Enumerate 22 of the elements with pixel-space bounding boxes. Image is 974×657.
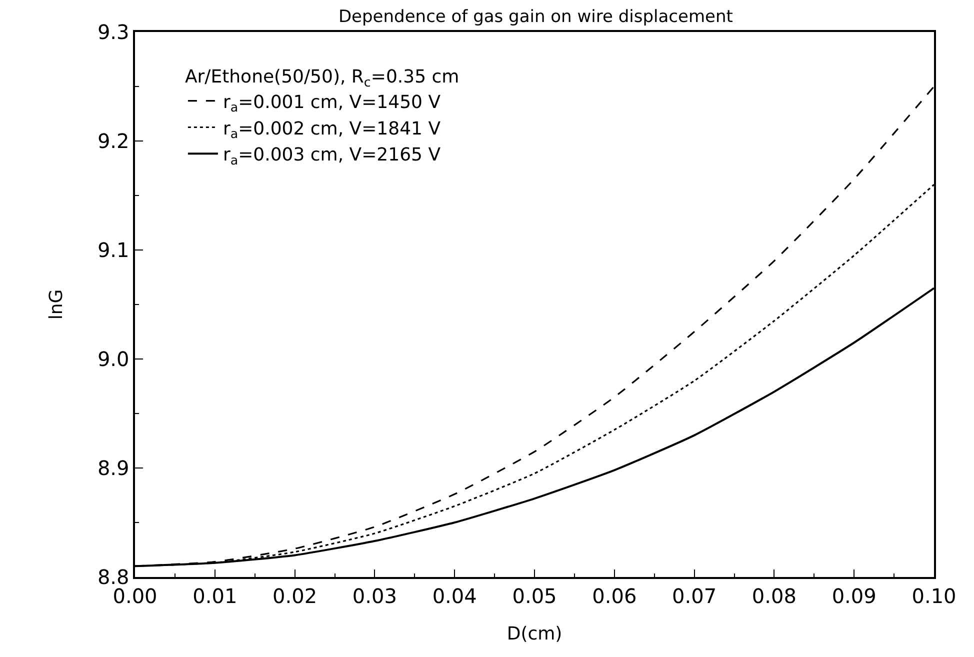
y-tick-label: 9.3	[97, 20, 130, 44]
x-tick-label: 0.10	[912, 584, 956, 608]
x-tick-label: 0.04	[432, 584, 477, 608]
x-tick-label: 0.03	[352, 584, 397, 608]
legend-label: r$_{a}$=0.001 cm, V=1450 V	[222, 92, 442, 115]
y-axis-title: lnG	[46, 289, 68, 320]
legend-label: r$_{a}$=0.003 cm, V=2165 V	[222, 144, 442, 168]
x-axis-title: D(cm)	[506, 623, 562, 644]
y-tick-label: 9.0	[97, 347, 130, 371]
x-tick-label: 0.05	[512, 584, 557, 608]
chart-title: Dependence of gas gain on wire displacement	[338, 6, 734, 27]
x-tick-label: 0.07	[672, 584, 717, 608]
x-tick-label: 0.06	[592, 584, 637, 608]
x-tick-label: 0.01	[192, 584, 238, 608]
y-tick-label: 9.1	[97, 238, 130, 262]
x-tick-label: 0.02	[272, 584, 318, 608]
y-tick-label: 9.2	[97, 129, 130, 153]
x-tick-label: 0.08	[752, 584, 796, 608]
x-tick-label: 0.09	[832, 584, 876, 608]
y-tick-label: 8.9	[97, 456, 130, 480]
legend-label: r$_{a}$=0.002 cm, V=1841 V	[222, 118, 442, 142]
legend-title: Ar/Ethone(50/50), R$_{c}$=0.35 cm	[184, 66, 460, 90]
